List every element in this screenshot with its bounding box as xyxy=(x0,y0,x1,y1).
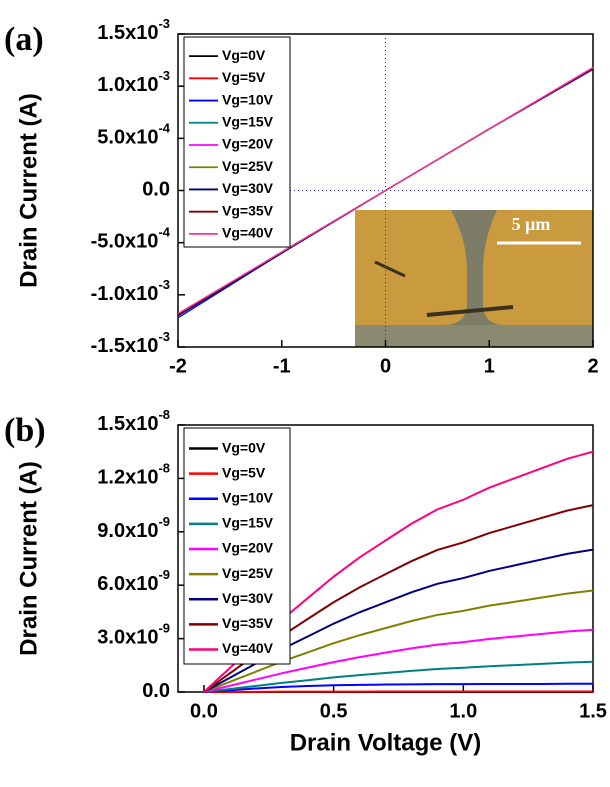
legend-label: Vg=10V xyxy=(222,489,274,505)
legend-label: Vg=20V xyxy=(222,540,274,556)
legend-label: Vg=15V xyxy=(222,515,274,531)
legend-label: Vg=15V xyxy=(222,113,274,129)
y-tick-exponent: -3 xyxy=(158,16,170,31)
y-tick-base: 9.0x10 xyxy=(97,520,158,542)
y-tick-base: 3.0x10 xyxy=(97,627,158,649)
y-tick-exponent: -3 xyxy=(158,329,170,344)
inset-channel xyxy=(443,210,505,325)
legend-label: Vg=30V xyxy=(222,590,274,606)
legend-label: Vg=5V xyxy=(222,69,266,85)
data-line xyxy=(203,690,593,693)
x-axis-title: Drain Voltage (V) xyxy=(290,729,482,756)
x-tick-label: -2 xyxy=(169,355,187,377)
legend-label: Vg=25V xyxy=(222,158,274,174)
y-tick-base: 0.0 xyxy=(142,680,170,702)
legend-label: Vg=0V xyxy=(222,47,266,63)
x-tick-label: 2 xyxy=(587,355,598,377)
y-tick-base: 1.2x10 xyxy=(97,467,158,489)
data-line xyxy=(203,660,594,693)
panel-label: (b) xyxy=(4,412,46,449)
data-line xyxy=(203,589,594,693)
inset-nanowire xyxy=(426,305,514,317)
y-tick-label: 0.0 xyxy=(142,179,170,201)
y-tick-label: 3.0x10-9 xyxy=(97,621,170,649)
y-tick-label: 9.0x10-9 xyxy=(97,514,170,542)
inset-label: 5 μm xyxy=(512,214,551,234)
y-tick-exponent: -8 xyxy=(158,461,170,476)
y-tick-base: -1.5x10 xyxy=(91,335,159,357)
y-tick-label: -1.0x10-3 xyxy=(91,277,170,305)
y-tick-label: 1.0x10-3 xyxy=(97,69,170,97)
y-tick-label: 5.0x10-4 xyxy=(97,121,171,149)
y-tick-label: 1.2x10-8 xyxy=(97,461,170,489)
y-tick-exponent: -4 xyxy=(158,225,170,240)
legend-label: Vg=35V xyxy=(222,202,274,218)
y-axis-title: Drain Current (A) xyxy=(15,93,42,288)
legend-label: Vg=40V xyxy=(222,640,274,656)
y-tick-exponent: -3 xyxy=(158,69,170,84)
x-tick-label: 0.0 xyxy=(190,700,218,722)
x-tick-label: 1.0 xyxy=(449,700,477,722)
legend-label: Vg=35V xyxy=(222,615,274,631)
y-tick-base: 1.5x10 xyxy=(97,22,158,44)
y-tick-base: -1.0x10 xyxy=(91,283,159,305)
x-tick-label: 0 xyxy=(380,355,391,377)
y-tick-label: 1.5x10-3 xyxy=(97,16,170,44)
y-tick-base: -5.0x10 xyxy=(91,231,159,253)
legend-label: Vg=0V xyxy=(222,439,266,455)
x-tick-label: 1.5 xyxy=(579,700,607,722)
x-tick-label: -1 xyxy=(273,355,291,377)
inset-electrode xyxy=(355,325,593,347)
y-tick-base: 6.0x10 xyxy=(97,573,158,595)
y-tick-exponent: -9 xyxy=(158,514,170,529)
y-tick-base: 1.0x10 xyxy=(97,74,158,96)
legend-label: Vg=40V xyxy=(222,225,274,241)
y-tick-base: 5.0x10 xyxy=(97,127,158,149)
inset-wire xyxy=(374,260,406,278)
y-tick-base: 0.0 xyxy=(142,179,170,201)
legend-label: Vg=25V xyxy=(222,565,274,581)
y-axis-title: Drain Current (A) xyxy=(15,461,42,656)
y-tick-exponent: -8 xyxy=(158,407,170,422)
y-tick-base: 1.5x10 xyxy=(97,413,158,435)
y-tick-exponent: -9 xyxy=(158,568,170,583)
y-tick-label: -1.5x10-3 xyxy=(91,329,170,357)
data-line xyxy=(177,66,594,315)
panel-label: (a) xyxy=(4,21,44,58)
y-tick-label: 1.5x10-8 xyxy=(97,407,170,435)
y-tick-exponent: -3 xyxy=(158,277,170,292)
legend-label: Vg=20V xyxy=(222,136,274,152)
y-tick-exponent: -9 xyxy=(158,621,170,636)
y-tick-label: 6.0x10-9 xyxy=(97,568,170,596)
x-tick-label: 1 xyxy=(484,355,495,377)
x-tick-label: 0.5 xyxy=(320,700,348,722)
legend-label: Vg=30V xyxy=(222,180,274,196)
y-tick-label: 0.0 xyxy=(142,680,170,702)
y-tick-exponent: -4 xyxy=(158,121,170,136)
legend-label: Vg=5V xyxy=(222,464,266,480)
data-line xyxy=(203,628,594,693)
data-line xyxy=(203,682,593,693)
legend-label: Vg=10V xyxy=(222,91,274,107)
y-tick-label: -5.0x10-4 xyxy=(91,225,171,253)
